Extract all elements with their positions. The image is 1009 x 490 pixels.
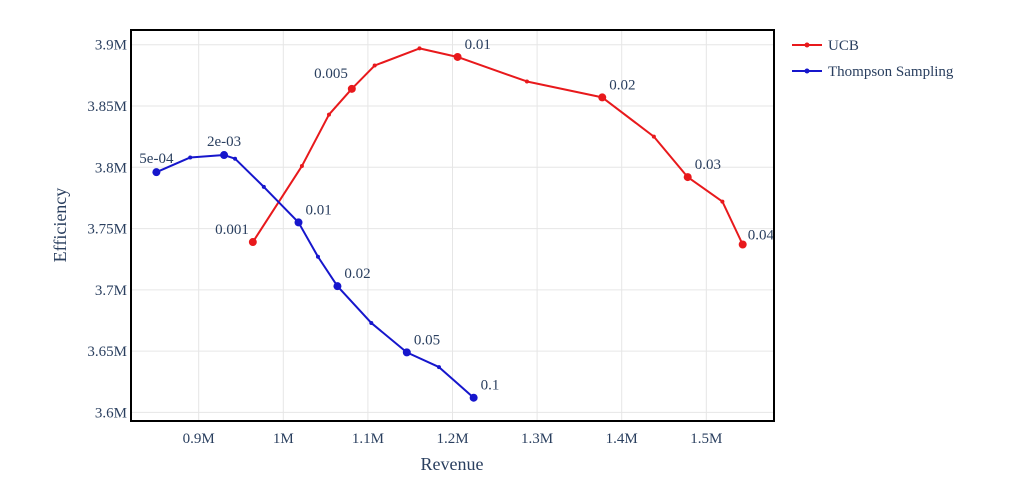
series-line-thompson-sampling [155, 154, 475, 399]
y-tick-label: 3.8M [95, 160, 127, 176]
x-tick-label: 1.5M [690, 431, 722, 447]
legend-swatch-marker [804, 68, 810, 74]
data-point-marker [333, 282, 342, 291]
x-tick-label: 0.9M [183, 431, 215, 447]
grid [131, 30, 774, 421]
x-tick-label: 1.1M [352, 431, 384, 447]
data-point-marker [683, 173, 692, 182]
data-label: 0.1 [481, 378, 500, 394]
x-axis-title: Revenue [421, 454, 484, 474]
data-label: 0.04 [748, 227, 775, 243]
data-point-marker [152, 168, 161, 177]
data-point [315, 254, 320, 259]
plot-frame [130, 29, 775, 422]
data-point [720, 199, 725, 204]
series-thompson-sampling: 5e-04 2e-03 0.01 0.02 0.05 0.1 [139, 134, 499, 402]
data-point-marker [294, 218, 303, 227]
data-point [188, 155, 193, 160]
legend: UCB Thompson Sampling [792, 38, 954, 80]
data-label: 0.03 [695, 157, 721, 173]
data-point [436, 365, 441, 370]
data-label: 0.01 [465, 37, 491, 53]
y-tick-label: 3.75M [87, 222, 127, 238]
y-axis-title: Efficiency [50, 188, 70, 263]
legend-swatch-marker [804, 42, 810, 48]
data-label: 0.001 [215, 222, 249, 238]
data-point [372, 63, 377, 68]
x-tick-label: 1.4M [606, 431, 638, 447]
x-tick-label: 1M [273, 431, 294, 447]
data-point [326, 112, 331, 117]
data-point [261, 184, 266, 189]
data-label: 5e-04 [139, 151, 174, 167]
data-point-marker [347, 84, 356, 93]
x-tick-label: 1.3M [521, 431, 553, 447]
data-point [299, 164, 304, 169]
data-label: 0.02 [609, 77, 635, 93]
x-tick-label: 1.2M [436, 431, 468, 447]
data-point-marker [402, 348, 411, 357]
tick-labels: 0.9M 1M 1.1M 1.2M 1.3M 1.4M 1.5M 3.6M 3.65M 3.7M 3… [87, 38, 722, 447]
data-point-marker [248, 238, 257, 247]
data-point [369, 320, 374, 325]
data-point [417, 46, 422, 51]
series-ucb: 0.001 0.005 0.01 0.02 0.03 0.04 [215, 37, 774, 249]
data-label: 0.02 [344, 266, 370, 282]
data-point-marker [738, 240, 747, 249]
legend-label-thompson-sampling: Thompson Sampling [828, 64, 954, 80]
data-point [524, 79, 529, 84]
data-point-marker [220, 151, 229, 160]
data-label: 0.005 [314, 66, 348, 82]
data-point-marker [453, 52, 462, 61]
y-tick-label: 3.65M [87, 344, 127, 360]
data-point [233, 156, 238, 161]
data-label: 2e-03 [207, 134, 241, 150]
data-point-marker [469, 393, 478, 402]
y-tick-label: 3.7M [95, 283, 127, 299]
legend-label-ucb: UCB [828, 38, 859, 54]
data-point-marker [598, 93, 607, 102]
y-tick-label: 3.9M [95, 38, 127, 54]
data-point [651, 134, 656, 139]
data-label: 0.05 [414, 332, 440, 348]
series-layer: 0.001 0.005 0.01 0.02 0.03 0.04 5e-04 2e-03 0.01… [139, 37, 774, 402]
data-label: 0.01 [306, 202, 332, 218]
y-tick-label: 3.6M [95, 405, 127, 421]
y-tick-label: 3.85M [87, 99, 127, 115]
